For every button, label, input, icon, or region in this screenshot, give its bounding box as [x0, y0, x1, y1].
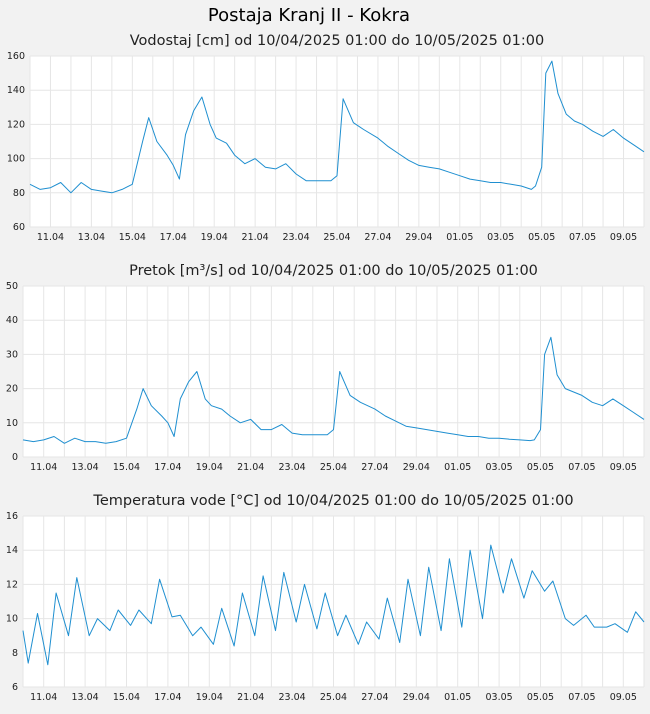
y-tick-label: 60	[13, 222, 25, 233]
x-tick-label: 11.04	[30, 462, 57, 473]
chart-title: Pretok [m³/s] od 10/04/2025 01:00 do 10/…	[129, 263, 538, 279]
x-tick-label: 19.04	[201, 232, 228, 243]
x-tick-label: 27.04	[364, 232, 391, 243]
x-tick-label: 17.04	[160, 232, 187, 243]
x-tick-label: 15.04	[113, 692, 140, 703]
x-tick-label: 07.05	[568, 462, 595, 473]
x-tick-label: 01.05	[446, 232, 473, 243]
x-tick-label: 03.05	[485, 692, 512, 703]
x-tick-label: 27.04	[361, 462, 388, 473]
x-tick-label: 11.04	[37, 232, 64, 243]
x-tick-label: 23.04	[278, 692, 305, 703]
y-tick-label: 160	[7, 51, 25, 62]
x-tick-label: 03.05	[485, 462, 512, 473]
y-tick-label: 14	[6, 545, 18, 556]
y-tick-label: 10	[6, 614, 18, 625]
x-tick-label: 13.04	[71, 462, 98, 473]
x-tick-label: 03.05	[487, 232, 514, 243]
x-tick-label: 13.04	[78, 232, 105, 243]
x-tick-label: 29.04	[403, 692, 430, 703]
x-tick-label: 07.05	[569, 232, 596, 243]
series-line	[22, 544, 645, 666]
x-tick-label: 25.04	[323, 232, 350, 243]
x-tick-label: 09.05	[610, 692, 637, 703]
x-tick-label: 17.04	[154, 692, 181, 703]
x-tick-label: 15.04	[119, 232, 146, 243]
x-tick-label: 09.05	[610, 462, 637, 473]
x-tick-label: 05.05	[527, 462, 554, 473]
chart-2: Pretok [m³/s] od 10/04/2025 01:00 do 10/…	[6, 263, 645, 473]
y-tick-label: 8	[12, 648, 18, 659]
x-tick-label: 09.05	[610, 232, 637, 243]
x-tick-label: 29.04	[405, 232, 432, 243]
y-tick-label: 12	[6, 579, 18, 590]
y-tick-label: 16	[6, 511, 18, 522]
x-tick-label: 27.04	[361, 692, 388, 703]
y-tick-label: 30	[6, 349, 18, 360]
page-title: Postaja Kranj II - Kokra	[208, 5, 410, 26]
y-tick-label: 10	[6, 418, 18, 429]
y-tick-label: 80	[13, 188, 25, 199]
x-tick-label: 01.05	[444, 462, 471, 473]
y-tick-label: 50	[6, 281, 18, 292]
chart-1: Vodostaj [cm] od 10/04/2025 01:00 do 10/…	[7, 33, 645, 243]
x-tick-label: 19.04	[196, 692, 223, 703]
x-tick-label: 23.04	[282, 232, 309, 243]
x-tick-label: 11.04	[30, 692, 57, 703]
x-tick-label: 29.04	[403, 462, 430, 473]
y-tick-label: 6	[12, 682, 18, 693]
chart-3: Temperatura vode [°C] od 10/04/2025 01:0…	[6, 493, 645, 703]
x-tick-label: 25.04	[320, 692, 347, 703]
x-tick-label: 21.04	[237, 462, 264, 473]
chart-title: Temperatura vode [°C] od 10/04/2025 01:0…	[92, 493, 573, 509]
series-line	[29, 60, 645, 194]
series-line	[22, 336, 645, 444]
x-tick-label: 15.04	[113, 462, 140, 473]
y-tick-label: 100	[7, 154, 25, 165]
x-tick-label: 05.05	[528, 232, 555, 243]
y-tick-label: 20	[6, 384, 18, 395]
x-tick-label: 05.05	[527, 692, 554, 703]
y-tick-label: 120	[7, 119, 25, 130]
x-tick-label: 13.04	[71, 692, 98, 703]
x-tick-label: 07.05	[568, 692, 595, 703]
x-tick-label: 21.04	[237, 692, 264, 703]
y-tick-label: 140	[7, 85, 25, 96]
x-tick-label: 01.05	[444, 692, 471, 703]
x-tick-label: 19.04	[196, 462, 223, 473]
y-tick-label: 40	[6, 315, 18, 326]
x-tick-label: 21.04	[242, 232, 269, 243]
x-tick-label: 17.04	[154, 462, 181, 473]
x-tick-label: 25.04	[320, 462, 347, 473]
x-tick-label: 23.04	[278, 462, 305, 473]
chart-title: Vodostaj [cm] od 10/04/2025 01:00 do 10/…	[130, 33, 544, 49]
y-tick-label: 0	[12, 452, 18, 463]
